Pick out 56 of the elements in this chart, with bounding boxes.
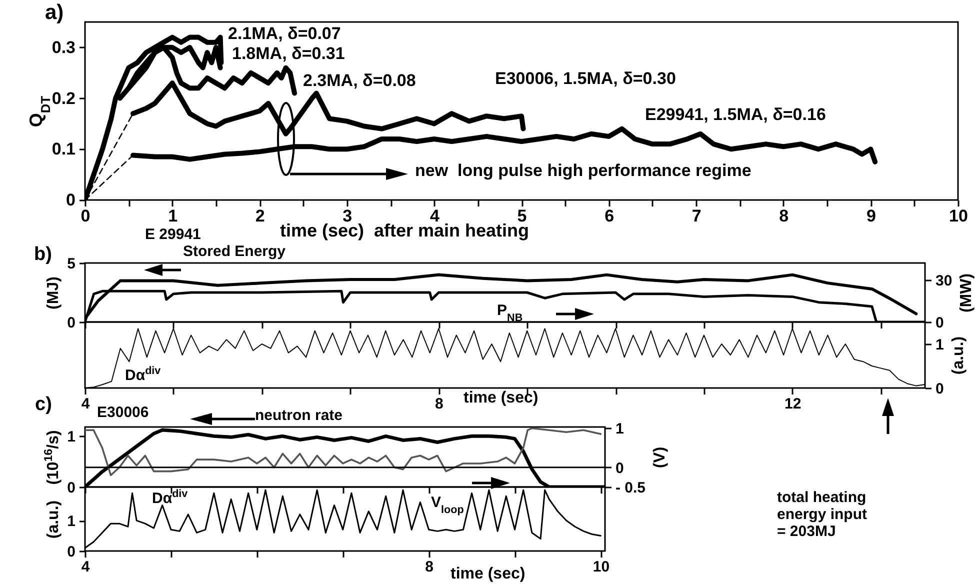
x-tick-label: 8 [425, 558, 434, 576]
annotation: Dα$^{div}$ [125, 365, 161, 384]
y-tick-label: 0 [67, 480, 76, 496]
y2-tick-label: 1 [616, 420, 624, 438]
x-tick-label: 8 [779, 206, 789, 226]
x-tick-label: 6 [604, 206, 614, 226]
annotation: 1.8MA, δ=0.31 [232, 44, 345, 63]
text: Stored Energy [183, 243, 286, 260]
x-tick-label: 1 [168, 206, 178, 226]
text: total heating energy input = 203MJ [777, 489, 868, 540]
text: E30006 [97, 404, 149, 421]
x-tick-label: 10 [592, 558, 610, 576]
y2-tick-label: - 0.5 [616, 480, 646, 496]
x-tick-label: 7 [692, 206, 702, 226]
annotation: new long pulse high performance regime [415, 161, 752, 180]
y2-tick-label: 0 [936, 314, 944, 332]
annotation: E29941, 1.5MA, δ=0.16 [645, 105, 826, 124]
annotation: V$_{loop}$ [431, 494, 464, 516]
x-tick-label: 2 [255, 206, 265, 226]
y-tick-label: 5 [67, 256, 76, 272]
x-tick-label: 0 [80, 206, 90, 226]
y-tick-label: 1 [67, 428, 76, 446]
annotation: 2.1MA, δ=0.07 [228, 24, 341, 43]
y-axis-title: (MJ) [45, 276, 62, 310]
y2-tick-label: 30 [936, 272, 952, 290]
x-axis-title: time (sec) [464, 390, 538, 406]
y-tick-label: 0.3 [52, 38, 76, 57]
y-tick-label: 1 [67, 513, 76, 530]
x-tick-label: 8 [435, 396, 444, 412]
text: neutron rate [255, 407, 343, 424]
annotation: 2.3MA, δ=0.08 [303, 71, 416, 90]
x-tick-label: 4 [81, 558, 90, 576]
chart-title: b) [34, 244, 52, 265]
annotation: P$_{NB}$ [497, 302, 523, 324]
y2-axis-title: (V) [652, 446, 669, 468]
y-tick-label: 0.2 [52, 88, 76, 108]
x-tick-label: 4 [81, 396, 90, 412]
chart-title: c) [35, 394, 52, 415]
y-tick-label: 0 [67, 314, 76, 332]
y-tick-label: 0 [66, 190, 76, 210]
x-tick-label: 12 [784, 396, 802, 412]
x-tick-label: 10 [949, 206, 968, 226]
y2-tick-label: 0 [616, 460, 624, 477]
y2-tick-label: 1 [936, 336, 944, 354]
x-tick-label: 9 [866, 206, 876, 226]
text: E 29941 [145, 226, 201, 243]
x-axis-title: time (sec) [450, 566, 526, 582]
chart-title: a) [45, 1, 64, 24]
y-axis-title: (a.u.) [45, 500, 62, 539]
annotation: E30006, 1.5MA, δ=0.30 [495, 69, 676, 88]
y2-axis-title: (a.u.) [950, 336, 967, 375]
y2-axis-title: (MW) [958, 273, 975, 313]
y-tick-label: 0 [67, 544, 76, 560]
y2-tick-label: 0 [936, 380, 944, 398]
y-tick-label: 0.1 [52, 140, 76, 159]
annotation: Dα$^{div}$ [152, 488, 188, 507]
